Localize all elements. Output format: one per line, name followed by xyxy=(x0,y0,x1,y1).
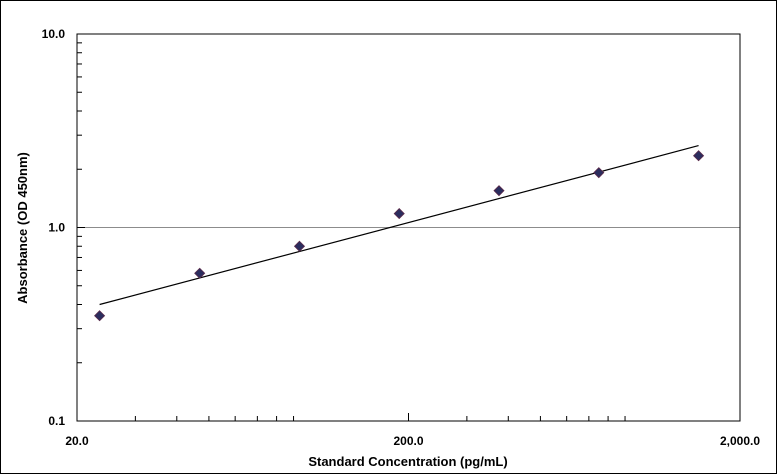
y-axis-title: Absorbance (OD 450nm) xyxy=(15,152,30,304)
y-tick-labels: 10.0 1.0 0.1 xyxy=(42,27,85,428)
data-point xyxy=(293,240,306,252)
data-point xyxy=(593,167,605,179)
y-tick-label: 10.0 xyxy=(42,27,66,41)
data-point xyxy=(693,150,705,162)
data-point xyxy=(393,208,405,220)
minor-ticks xyxy=(77,42,626,421)
points-layer xyxy=(94,150,705,322)
y-tick-label: 1.0 xyxy=(48,221,65,235)
fit-layer xyxy=(99,145,699,306)
x-tick-labels: 20.0 200.0 2,000.0 xyxy=(65,413,760,448)
x-axis-title: Standard Concentration (pg/mL) xyxy=(308,454,507,469)
y-tick-label: 0.1 xyxy=(48,414,65,428)
x-tick-label: 200.0 xyxy=(393,434,423,448)
data-point xyxy=(94,310,106,322)
x-tick-label: 20.0 xyxy=(65,434,89,448)
x-tick-label: 2,000.0 xyxy=(720,434,760,448)
data-point xyxy=(194,267,206,279)
fit-line xyxy=(99,145,699,306)
data-point xyxy=(493,185,505,197)
